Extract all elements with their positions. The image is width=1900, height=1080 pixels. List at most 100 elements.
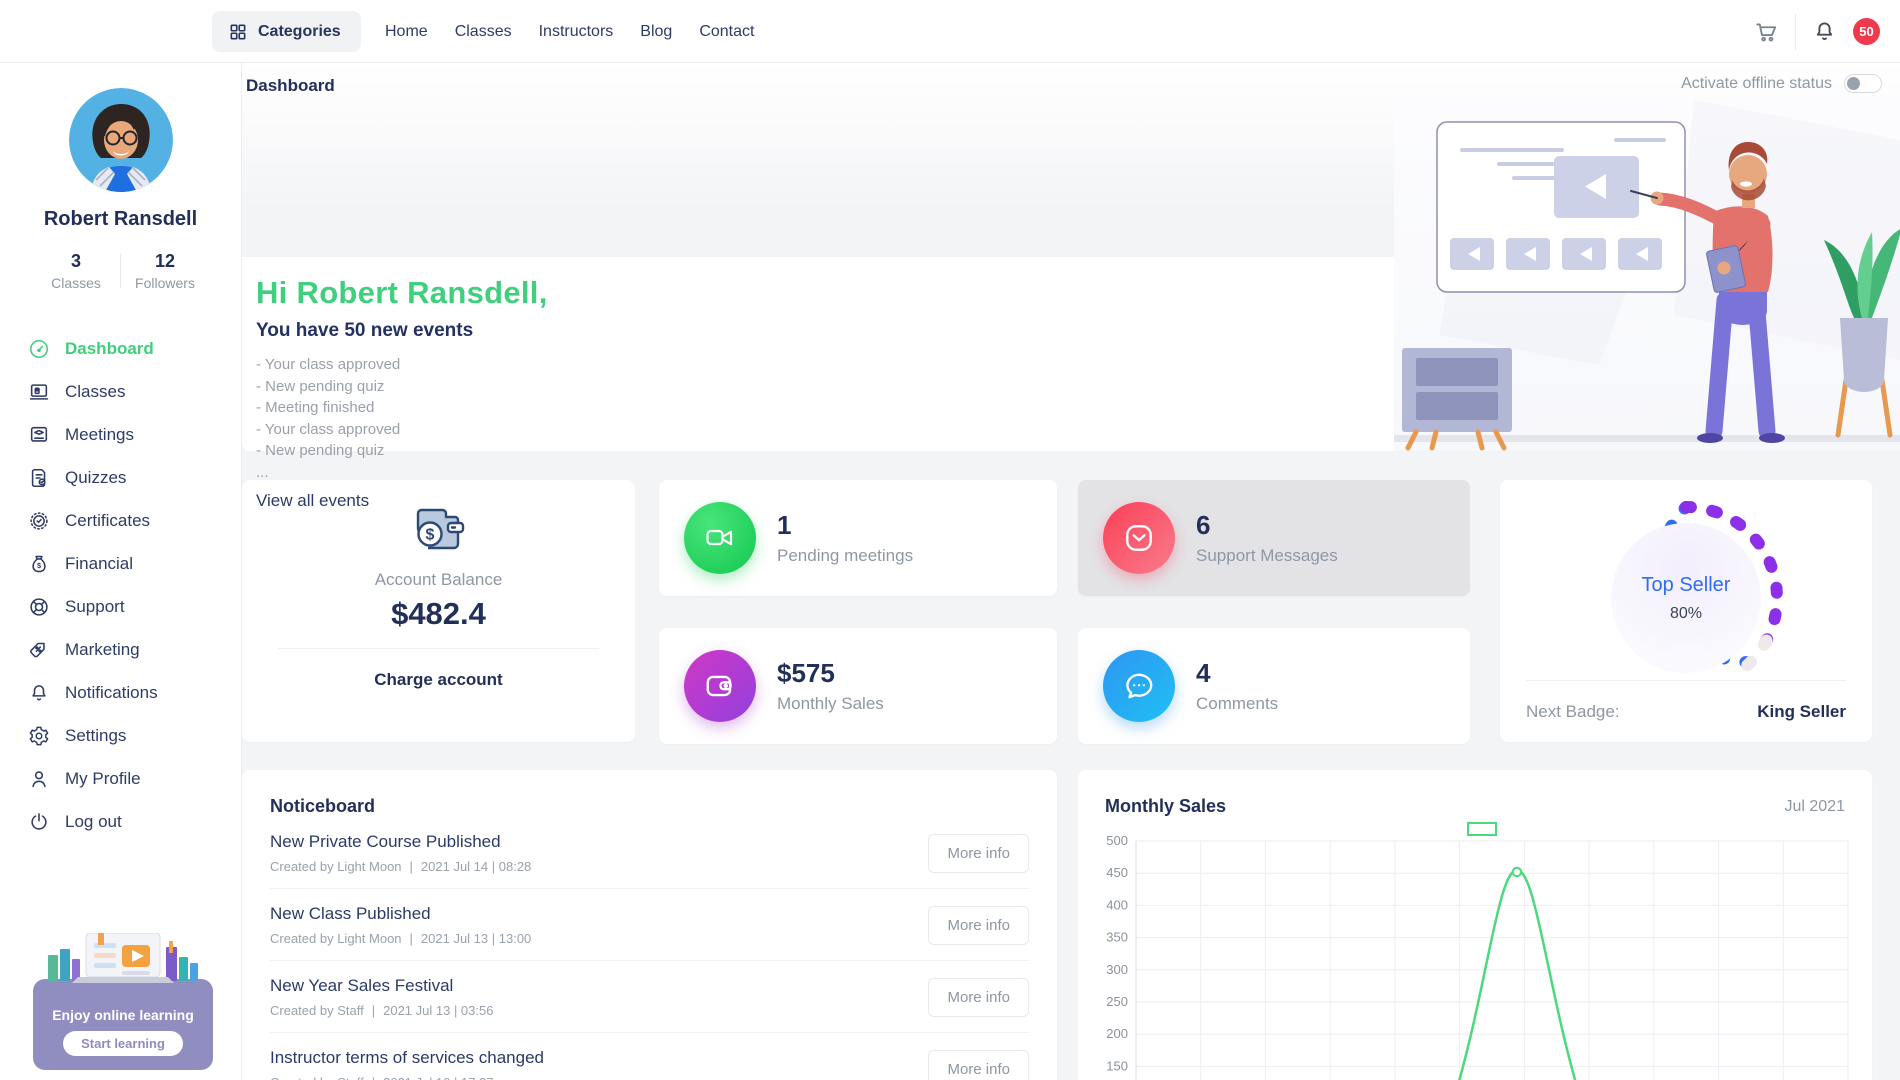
monthly-sales-stat-card[interactable]: $575 Monthly Sales — [659, 628, 1057, 744]
nav-link-blog[interactable]: Blog — [640, 22, 673, 40]
more-info-button[interactable]: More info — [928, 977, 1029, 1017]
nav-link-contact[interactable]: Contact — [699, 22, 755, 40]
svg-text:$: $ — [37, 561, 41, 570]
monthly-sales-label: Monthly Sales — [777, 694, 884, 713]
sidebar-item-my-profile[interactable]: My Profile — [0, 757, 241, 800]
notice-title: New Year Sales Festival — [270, 976, 454, 995]
more-info-button[interactable]: More info — [928, 833, 1029, 873]
support-messages-card[interactable]: 6 Support Messages — [1078, 480, 1470, 596]
nav-divider — [1795, 13, 1796, 50]
nav-link-home[interactable]: Home — [385, 22, 428, 40]
offline-toggle-label: Activate offline status — [1681, 74, 1832, 92]
notice-title: New Private Course Published — [270, 832, 501, 851]
notice-item: New Private Course Published Created by … — [270, 817, 1029, 889]
categories-label: Categories — [258, 22, 341, 40]
comments-card[interactable]: 4 Comments — [1078, 628, 1470, 744]
event-item: ... — [256, 463, 269, 481]
offline-status-row: Activate offline status — [1681, 74, 1882, 93]
profile-icon — [28, 768, 50, 790]
sidebar-item-settings[interactable]: Settings — [0, 714, 241, 757]
next-badge-row: Next Badge: King Seller — [1526, 702, 1846, 722]
divider — [1526, 680, 1846, 681]
chat-icon — [1103, 650, 1175, 722]
marketing-icon — [28, 639, 50, 661]
charge-account-link[interactable]: Charge account — [374, 670, 503, 689]
categories-button[interactable]: Categories — [212, 11, 361, 52]
noticeboard-title: Noticeboard — [270, 796, 376, 816]
divider — [278, 648, 599, 649]
more-info-button[interactable]: More info — [928, 905, 1029, 945]
notice-meta: Created by Light Moon | 2021 Jul 14 | 08:2… — [270, 859, 532, 874]
sidebar-item-classes[interactable]: Classes — [0, 370, 241, 413]
svg-text:400: 400 — [1106, 897, 1128, 912]
noticeboard-card: Noticeboard New Private Course Published… — [242, 770, 1057, 1080]
video-icon — [684, 502, 756, 574]
stat-classes: 3 Classes — [51, 251, 101, 291]
envelope-icon — [1103, 502, 1175, 574]
sidebar-item-dashboard[interactable]: Dashboard — [0, 327, 241, 370]
event-item: - Your class approved — [256, 420, 401, 438]
notifications-button[interactable] — [1812, 19, 1837, 44]
sidebar-item-meetings[interactable]: Meetings — [0, 413, 241, 456]
user-stats: 3 Classes 12 Followers — [0, 251, 241, 291]
next-badge-value: King Seller — [1757, 702, 1846, 721]
sidebar-menu: Dashboard Classes Meetings Quizzes Certi… — [0, 327, 241, 843]
page-title: Dashboard — [246, 76, 335, 95]
promo-card: Enjoy online learning Start learning — [33, 933, 213, 1070]
top-navbar: Categories Home Classes Instructors Blog… — [0, 0, 1900, 63]
promo-illustration — [48, 933, 198, 983]
account-balance-label: Account Balance — [374, 570, 503, 589]
svg-text:$: $ — [425, 527, 434, 544]
user-name: Robert Ransdell — [43, 208, 198, 230]
comments-count: 4 — [1196, 658, 1211, 688]
grid-icon — [228, 22, 248, 42]
monthly-sales-value: $575 — [777, 658, 835, 688]
sidebar-item-support[interactable]: Support — [0, 585, 241, 628]
chart-header: Monthly Sales Jul 2021 — [1105, 796, 1845, 817]
nav-link-classes[interactable]: Classes — [454, 22, 512, 40]
greeting-card: Hi Robert Ransdell, You have 50 new even… — [242, 257, 1394, 510]
stats-divider — [120, 254, 121, 288]
notice-meta: Created by Staff | 2021 Jul 13 | 03:56 — [270, 1003, 494, 1018]
event-item: - New pending quiz — [256, 442, 385, 459]
view-all-events-link[interactable]: View all events — [256, 491, 370, 510]
sidebar-item-marketing[interactable]: Marketing — [0, 628, 241, 671]
sidebar-item-certificates[interactable]: Certificates — [0, 499, 241, 542]
chart-period: Jul 2021 — [1784, 797, 1846, 815]
event-item: - Your class approved — [256, 356, 401, 373]
greeting-subtitle: You have 50 new events — [256, 320, 474, 341]
monthly-sales-chart-card: Monthly Sales Jul 2021 500 450 400 350 300 25… — [1078, 770, 1872, 1080]
sidebar-item-quizzes[interactable]: Quizzes — [0, 456, 241, 499]
account-balance-value: $482.4 — [391, 596, 486, 631]
notifications-bell-icon — [28, 682, 50, 704]
greeting-title: Hi Robert Ransdell, — [256, 275, 548, 310]
wallet-big-icon: $ — [416, 508, 464, 550]
nav-link-instructors[interactable]: Instructors — [538, 22, 614, 40]
sidebar-item-notifications[interactable]: Notifications — [0, 671, 241, 714]
pending-meetings-label: Pending meetings — [777, 546, 914, 565]
pending-meetings-card[interactable]: 1 Pending meetings — [659, 480, 1057, 596]
svg-text:450: 450 — [1106, 865, 1128, 880]
badge-percent: 80% — [1669, 604, 1703, 622]
avatar[interactable] — [68, 88, 173, 192]
notification-count-badge[interactable]: 50 — [1853, 18, 1880, 45]
bell-icon — [1812, 19, 1837, 44]
svg-text:250: 250 — [1106, 994, 1128, 1009]
classes-icon — [28, 381, 50, 403]
more-info-button[interactable]: More info — [928, 1049, 1029, 1080]
event-item: - New pending quiz — [256, 377, 385, 395]
sidebar-item-financial[interactable]: $ Financial — [0, 542, 241, 585]
comments-label: Comments — [1196, 694, 1279, 713]
dashboard-icon — [28, 338, 50, 360]
svg-text:200: 200 — [1106, 1026, 1128, 1041]
wallet-icon — [684, 650, 756, 722]
cart-button[interactable] — [1753, 19, 1779, 45]
meetings-icon — [28, 424, 50, 446]
promo-title: Enjoy online learning — [52, 1007, 194, 1023]
chart-title: Monthly Sales — [1105, 796, 1227, 816]
offline-status-toggle[interactable] — [1844, 74, 1882, 93]
start-learning-button[interactable]: Start learning — [63, 1031, 183, 1056]
svg-text:150: 150 — [1106, 1058, 1128, 1073]
sidebar-item-logout[interactable]: Log out — [0, 800, 241, 843]
